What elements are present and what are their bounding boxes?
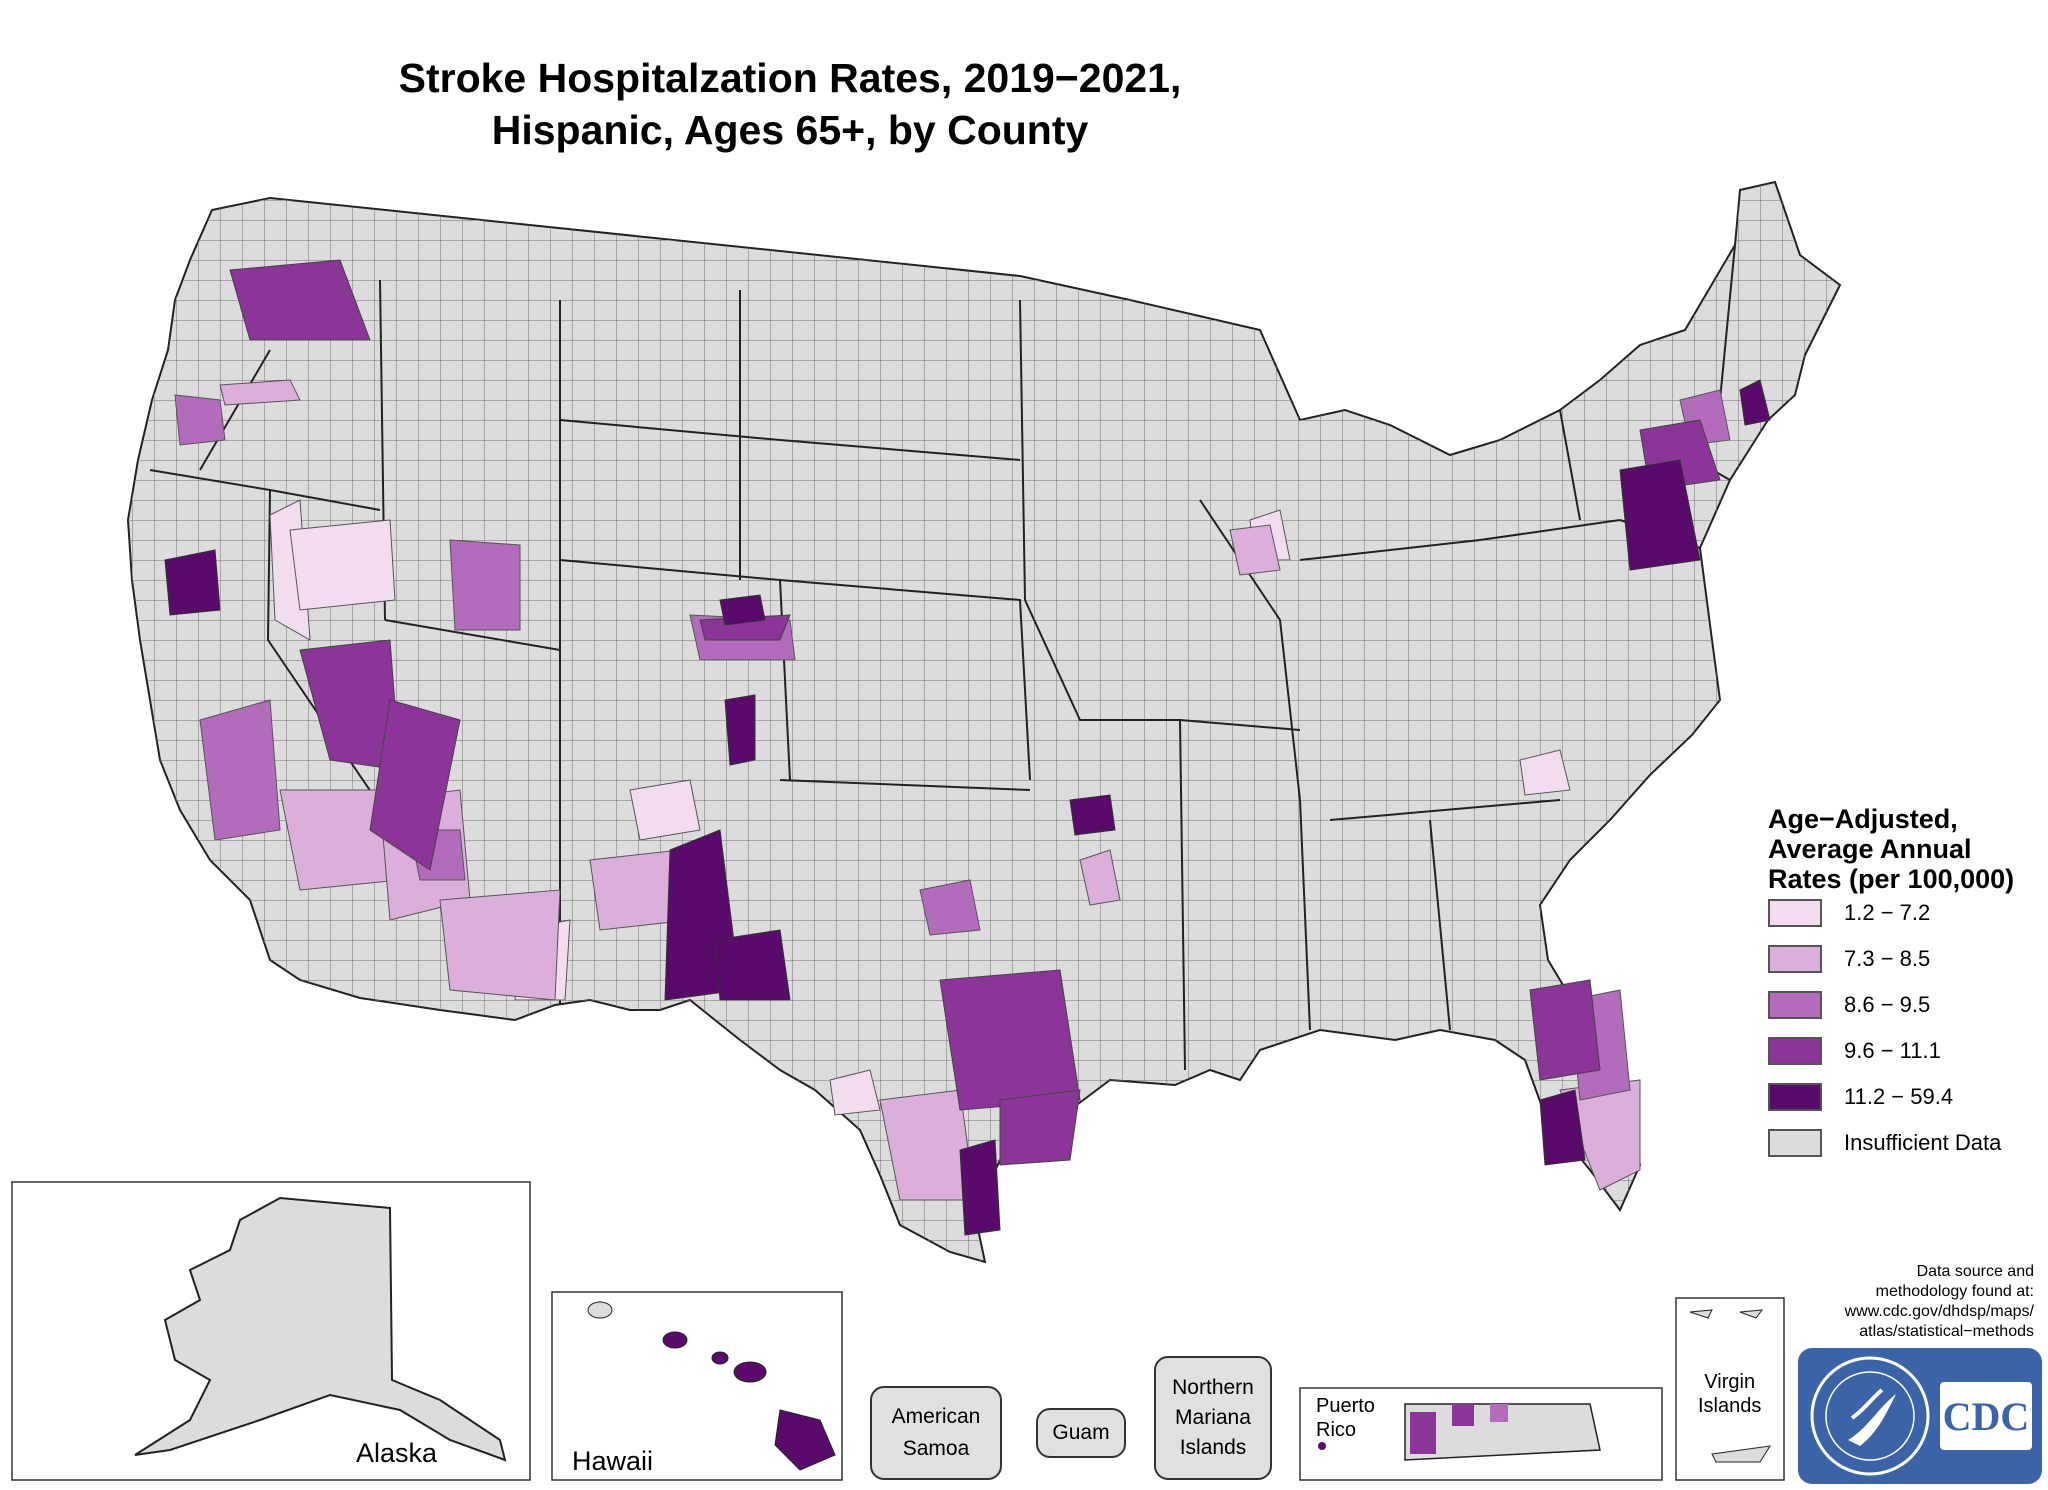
american-samoa-box: American Samoa	[870, 1386, 1002, 1480]
alaska-inset	[11, 1181, 531, 1481]
title-line-1: Stroke Hospitalzation Rates, 2019−2021,	[398, 55, 1182, 101]
legend-swatch	[1768, 1037, 1822, 1065]
legend-title-line-2: Average Annual	[1768, 834, 1972, 864]
legend-swatch	[1768, 899, 1822, 927]
rate-5-counties	[164, 379, 1771, 1236]
guam-box: Guam	[1036, 1408, 1126, 1458]
source-line-3: www.cdc.gov/dhdsp/maps/	[1844, 1303, 2034, 1320]
legend-label: 7.3 − 8.5	[1844, 946, 1931, 971]
legend-label: 9.6 − 11.1	[1844, 1038, 1941, 1063]
cdc-logo: CDC	[1798, 1348, 2042, 1484]
source-line-2: methodology found at:	[1875, 1283, 2034, 1300]
legend-item: 11.2 − 59.4	[1768, 1080, 1953, 1114]
legend-swatch	[1768, 1083, 1822, 1111]
title-line-2: Hispanic, Ages 65+, by County	[491, 107, 1089, 153]
legend-swatch	[1768, 991, 1822, 1019]
legend-swatch	[1768, 1129, 1822, 1157]
puerto-rico-label: Puerto Rico	[1316, 1395, 1375, 1441]
legend-label: 11.2 − 59.4	[1844, 1084, 1954, 1109]
data-source-note: Data source and methodology found at: ww…	[1845, 1262, 2034, 1342]
cdc-logo-graphic: CDC	[1810, 1356, 2032, 1476]
hawaii-inset	[551, 1291, 843, 1481]
legend-title-line-1: Age−Adjusted,	[1768, 804, 1958, 834]
source-line-4: atlas/statistical−methods	[1859, 1323, 2034, 1340]
legend-label: Insufficient Data	[1844, 1130, 2002, 1155]
legend-title: Age−Adjusted, Average Annual Rates (per …	[1768, 804, 2014, 894]
contiguous-us	[126, 180, 1842, 1264]
legend-swatch	[1768, 945, 1822, 973]
legend-title-line-3: Rates (per 100,000)	[1768, 864, 2015, 894]
legend-item: 9.6 − 11.1	[1768, 1034, 1941, 1068]
puerto-rico-inset	[1299, 1387, 1663, 1481]
alaska-shape	[134, 1196, 507, 1462]
rate-4-counties	[229, 259, 1721, 1166]
legend-label: 1.2 − 7.2	[1844, 900, 1931, 925]
state-boundaries	[149, 244, 1736, 1071]
legend-item: 8.6 − 9.5	[1768, 988, 1930, 1022]
legend-label: 8.6 − 9.5	[1844, 992, 1931, 1017]
source-line-1: Data source and	[1916, 1263, 2034, 1280]
virgin-islands-label: Virgin Islands	[1698, 1371, 1762, 1417]
legend-item: 7.3 − 8.5	[1768, 942, 1930, 976]
virgin-islands-inset	[1675, 1297, 1785, 1481]
cdc-logo-text: CDC	[1943, 1394, 2030, 1439]
northern-mariana-box: Northern Mariana Islands	[1154, 1356, 1272, 1480]
alaska-label: Alaska	[356, 1438, 438, 1468]
legend-item: Insufficient Data	[1768, 1126, 2001, 1160]
map-title: Stroke Hospitalzation Rates, 2019−2021, …	[0, 52, 1580, 156]
hawaii-label: Hawaii	[572, 1446, 654, 1476]
legend-item: 1.2 − 7.2	[1768, 896, 1930, 930]
